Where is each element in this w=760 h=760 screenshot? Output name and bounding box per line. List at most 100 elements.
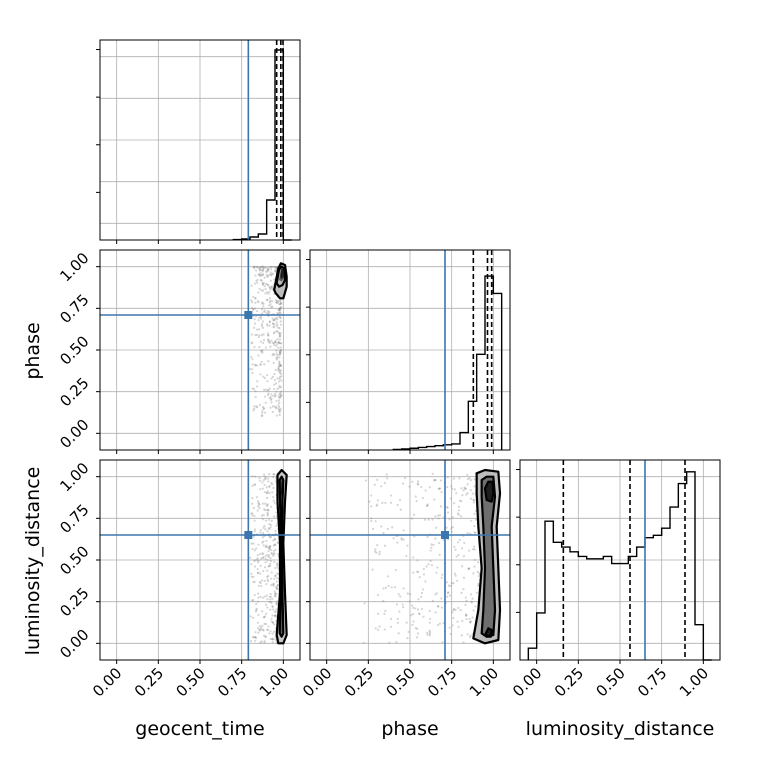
sample-point <box>463 541 466 545</box>
sample-point <box>271 621 275 624</box>
sample-point <box>253 565 257 568</box>
sample-point <box>270 548 273 552</box>
sample-point <box>275 563 278 566</box>
sample-point <box>260 414 264 417</box>
sample-point <box>434 611 437 614</box>
sample-point <box>414 495 417 498</box>
sample-point <box>418 576 421 579</box>
x-tick-label: 0.75 <box>214 664 250 700</box>
sample-point <box>421 496 424 500</box>
sample-point <box>448 626 451 629</box>
sample-point <box>269 545 272 548</box>
sample-point <box>264 561 267 564</box>
sample-point <box>457 553 460 557</box>
sample-point <box>262 526 265 530</box>
sample-point <box>457 625 460 628</box>
sample-point <box>252 581 255 584</box>
sample-point <box>271 597 274 600</box>
sample-point <box>264 635 267 639</box>
sample-point <box>388 641 391 644</box>
sample-point <box>272 325 275 328</box>
sample-point <box>469 489 472 492</box>
sample-point <box>279 332 282 335</box>
sample-point <box>391 526 394 529</box>
sample-point <box>257 584 260 587</box>
sample-point <box>277 369 280 372</box>
sample-point <box>266 275 269 278</box>
sample-point <box>376 499 379 502</box>
sample-point <box>363 602 366 605</box>
sample-point <box>256 380 259 383</box>
sample-point <box>408 600 411 603</box>
sample-point <box>270 601 273 604</box>
sample-point <box>417 598 420 601</box>
sample-point <box>279 307 282 310</box>
sample-point <box>364 479 368 482</box>
sample-point <box>252 265 255 268</box>
sample-point <box>261 302 264 305</box>
sample-point <box>442 622 445 625</box>
x-tick-label: 0.50 <box>382 664 418 700</box>
sample-point <box>261 536 265 539</box>
sample-point <box>410 614 413 617</box>
sample-point <box>400 537 403 540</box>
sample-point <box>389 494 393 497</box>
sample-point <box>277 346 280 349</box>
sample-point <box>279 323 283 326</box>
sample-point <box>272 583 275 586</box>
sample-point <box>279 303 282 306</box>
sample-point <box>462 555 466 558</box>
sample-point <box>276 387 279 390</box>
sample-point <box>370 517 373 520</box>
sample-point <box>272 486 275 490</box>
sample-point <box>278 405 281 409</box>
sample-point <box>371 527 375 530</box>
sample-point <box>468 476 471 480</box>
sample-point <box>439 479 443 482</box>
sample-point <box>278 334 282 337</box>
sample-point <box>450 582 453 585</box>
sample-point <box>434 593 437 596</box>
sample-point <box>274 592 277 595</box>
sample-point <box>464 603 467 606</box>
sample-point <box>262 341 265 344</box>
sample-point <box>277 312 280 315</box>
sample-point <box>473 485 476 488</box>
sample-point <box>278 413 281 416</box>
sample-point <box>264 603 268 606</box>
sample-point <box>430 543 433 546</box>
sample-point <box>280 390 283 393</box>
sample-point <box>404 477 407 480</box>
sample-point <box>272 332 276 335</box>
sample-point <box>275 587 278 590</box>
sample-point <box>252 267 256 270</box>
sample-point <box>275 586 278 589</box>
sample-point <box>454 574 457 577</box>
sample-point <box>270 397 273 400</box>
sample-point <box>275 344 278 347</box>
sample-point <box>258 503 261 507</box>
sample-point <box>440 597 443 600</box>
sample-point <box>280 348 283 352</box>
sample-point <box>280 395 283 398</box>
sample-point <box>376 543 379 547</box>
sample-point <box>264 555 267 558</box>
sample-point <box>254 631 257 634</box>
sample-point <box>255 279 258 283</box>
sample-point <box>385 473 388 476</box>
sample-point <box>277 309 280 312</box>
sample-point <box>275 572 279 575</box>
sample-point <box>269 557 272 560</box>
sample-point <box>437 605 440 608</box>
sample-point <box>262 616 266 619</box>
sample-point <box>460 487 463 490</box>
sample-point <box>266 298 269 302</box>
sample-point <box>438 487 441 490</box>
sample-point <box>270 519 273 523</box>
sample-point <box>251 635 254 639</box>
sample-point <box>253 528 256 531</box>
sample-point <box>275 511 278 514</box>
sample-point <box>267 339 270 342</box>
sample-point <box>255 496 259 499</box>
sample-point <box>273 614 277 617</box>
